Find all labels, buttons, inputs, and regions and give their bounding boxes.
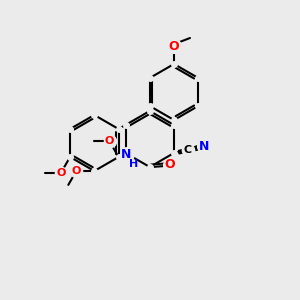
Text: O: O: [72, 166, 81, 176]
Text: O: O: [164, 158, 175, 172]
Text: N: N: [121, 148, 132, 160]
Text: O: O: [169, 40, 179, 52]
Text: N: N: [199, 140, 209, 152]
Text: C: C: [184, 145, 192, 155]
Text: O: O: [56, 168, 66, 178]
Text: O: O: [105, 136, 114, 146]
Text: H: H: [129, 159, 138, 169]
